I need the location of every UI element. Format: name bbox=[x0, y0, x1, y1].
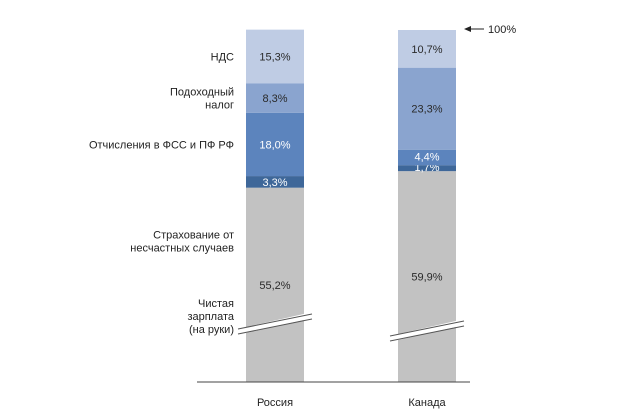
segment-value-income-tax-1: 8,3% bbox=[262, 93, 287, 105]
category-label-2: Канада bbox=[408, 397, 446, 409]
bar-segment-vat-1 bbox=[246, 29, 304, 84]
row-label-accident-insurance-line-2: несчастных случаев bbox=[130, 243, 234, 255]
axis-break-line-top-2 bbox=[389, 320, 465, 337]
segment-value-net-salary-1: 55,2% bbox=[259, 280, 290, 292]
category-label-1: Россия bbox=[257, 397, 293, 409]
bar-segment-accident-insurance-1 bbox=[246, 176, 304, 188]
segment-value-net-salary-2: 59,9% bbox=[411, 272, 442, 284]
row-label-accident-insurance-line-1: Страхование от bbox=[153, 230, 234, 242]
axis-break-line-bottom-2 bbox=[389, 325, 465, 342]
bar-segment-vat-2 bbox=[398, 30, 456, 68]
bar-segment-fss-pf-contributions-1 bbox=[246, 112, 304, 177]
row-label-income-tax-line-2: налог bbox=[205, 100, 234, 112]
row-label-vat-line-1: НДС bbox=[211, 52, 234, 64]
segment-value-income-tax-2: 23,3% bbox=[411, 104, 442, 116]
bar-segment-net-salary-1 bbox=[246, 187, 304, 382]
row-label-net-salary-line-3: (на руки) bbox=[189, 324, 234, 336]
row-label-fss-pf-contributions-line-1: Отчисления в ФСС и ПФ РФ bbox=[89, 139, 234, 151]
segment-value-accident-insurance-1: 3,3% bbox=[262, 177, 287, 189]
segment-value-fss-pf-contributions-2: 4,4% bbox=[414, 151, 439, 163]
annotation-100-percent: 100% bbox=[488, 24, 516, 36]
row-label-net-salary-line-1: Чистая bbox=[198, 298, 234, 310]
segment-value-vat-2: 10,7% bbox=[411, 44, 442, 56]
bar-segment-fss-pf-contributions-2 bbox=[398, 149, 456, 166]
row-label-net-salary-line-2: зарплата bbox=[187, 311, 234, 323]
axis-break-line-top-1 bbox=[237, 313, 313, 330]
annotation-arrow-head bbox=[464, 26, 471, 32]
bar-segment-accident-insurance-2 bbox=[398, 165, 456, 172]
row-label-income-tax-line-1: Подоходный bbox=[170, 87, 234, 99]
bar-segment-net-salary-2 bbox=[398, 171, 456, 382]
bar-segment-income-tax-2 bbox=[398, 67, 456, 150]
axis-break-line-bottom-1 bbox=[237, 318, 313, 335]
segment-value-vat-1: 15,3% bbox=[259, 52, 290, 64]
bar-segment-income-tax-1 bbox=[246, 83, 304, 113]
segment-value-fss-pf-contributions-1: 18,0% bbox=[259, 139, 290, 151]
